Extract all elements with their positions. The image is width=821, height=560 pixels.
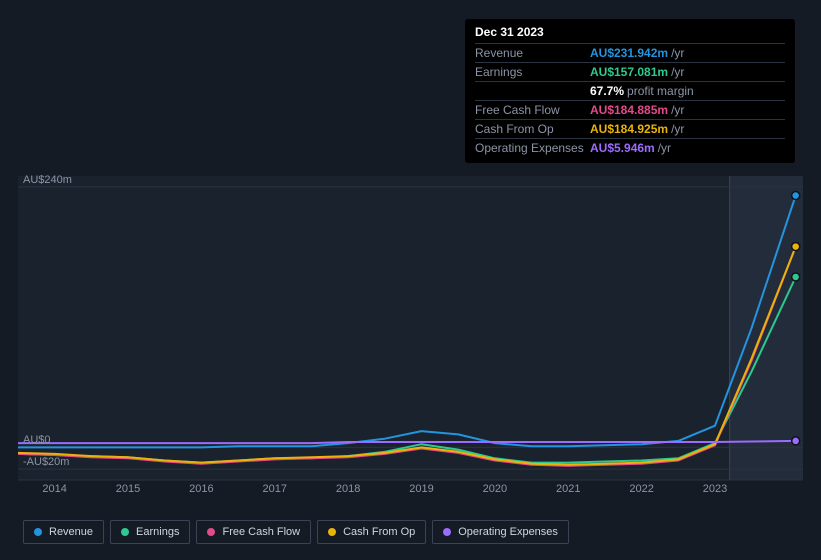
tooltip-row-label: Revenue	[475, 46, 590, 60]
tooltip-row-suffix: profit margin	[627, 84, 694, 98]
x-axis-label: 2019	[409, 483, 433, 495]
tooltip-row: Operating ExpensesAU$5.946m/yr	[475, 138, 785, 157]
tooltip-row-value: AU$184.925m	[590, 122, 668, 136]
legend-item[interactable]: Operating Expenses	[432, 520, 569, 544]
tooltip-row-label: Free Cash Flow	[475, 103, 590, 117]
legend-swatch	[207, 528, 215, 536]
tooltip-row-suffix: /yr	[671, 122, 684, 136]
x-axis-label: 2015	[116, 483, 140, 495]
x-axis-labels: 2014 2015 2016 2017 2018 2019 2020 2021 2022 2023	[18, 483, 803, 497]
x-axis-label: 2016	[189, 483, 213, 495]
tooltip-row-label: Operating Expenses	[475, 141, 590, 155]
line-chart-svg	[18, 160, 803, 510]
tooltip-row-suffix: /yr	[658, 141, 671, 155]
legend-swatch	[328, 528, 336, 536]
x-axis-label: 2017	[263, 483, 287, 495]
legend-swatch	[34, 528, 42, 536]
x-axis-label: 2021	[556, 483, 580, 495]
tooltip-row-suffix: /yr	[671, 46, 684, 60]
tooltip-row-value: 67.7%	[590, 84, 624, 98]
legend-item[interactable]: Cash From Op	[317, 520, 426, 544]
legend-label: Free Cash Flow	[222, 526, 300, 538]
tooltip-row-value: AU$5.946m	[590, 141, 655, 155]
x-axis-label: 2018	[336, 483, 360, 495]
legend-label: Revenue	[49, 526, 93, 538]
chart-area[interactable]	[18, 160, 803, 510]
tooltip-row-suffix: /yr	[671, 65, 684, 79]
x-axis-label: 2023	[703, 483, 727, 495]
tooltip-row: 67.7%profit margin	[475, 81, 785, 100]
tooltip-row-value: AU$184.885m	[590, 103, 668, 117]
tooltip-row-label: Cash From Op	[475, 122, 590, 136]
y-axis-label: AU$0	[23, 434, 51, 446]
tooltip-row-value: AU$231.942m	[590, 46, 668, 60]
legend-item[interactable]: Earnings	[110, 520, 190, 544]
x-axis-label: 2022	[629, 483, 653, 495]
x-axis-label: 2020	[483, 483, 507, 495]
y-axis-label: AU$240m	[23, 174, 72, 186]
legend-label: Operating Expenses	[458, 526, 558, 538]
legend-label: Earnings	[136, 526, 179, 538]
legend-item[interactable]: Free Cash Flow	[196, 520, 311, 544]
tooltip-row: RevenueAU$231.942m/yr	[475, 43, 785, 62]
y-axis-label: -AU$20m	[23, 456, 69, 468]
tooltip-row: Free Cash FlowAU$184.885m/yr	[475, 100, 785, 119]
tooltip-row-suffix: /yr	[671, 103, 684, 117]
legend-label: Cash From Op	[343, 526, 415, 538]
tooltip-row-value: AU$157.081m	[590, 65, 668, 79]
legend: Revenue Earnings Free Cash Flow Cash From O…	[23, 520, 569, 544]
tooltip-date: Dec 31 2023	[475, 25, 785, 39]
tooltip-row: Cash From OpAU$184.925m/yr	[475, 119, 785, 138]
legend-swatch	[121, 528, 129, 536]
legend-item[interactable]: Revenue	[23, 520, 104, 544]
tooltip-row-label: Earnings	[475, 65, 590, 79]
data-tooltip: Dec 31 2023 RevenueAU$231.942m/yrEarning…	[465, 19, 795, 163]
tooltip-row: EarningsAU$157.081m/yr	[475, 62, 785, 81]
legend-swatch	[443, 528, 451, 536]
x-axis-label: 2014	[42, 483, 66, 495]
